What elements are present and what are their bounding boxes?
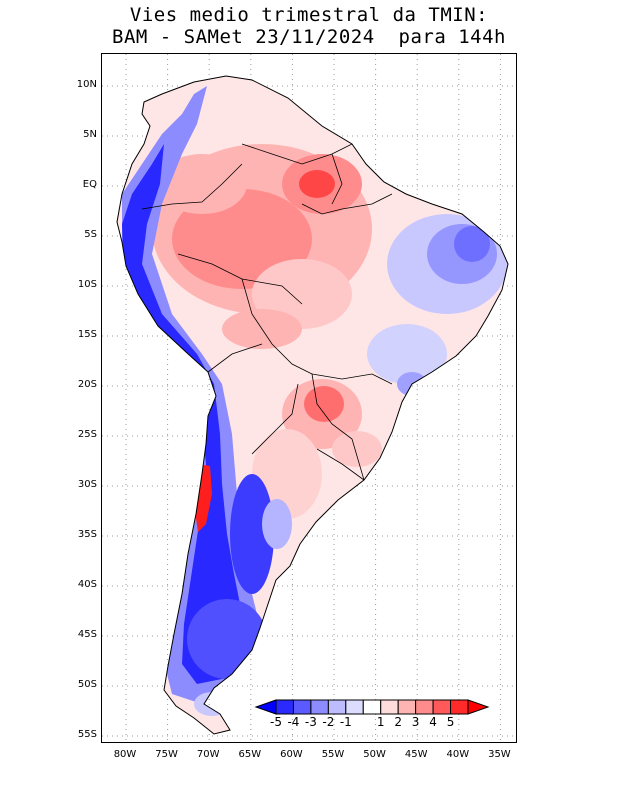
colorbar-box — [397, 699, 417, 715]
colorbar-label: -3 — [304, 715, 317, 729]
lat-label: 10S — [77, 279, 97, 290]
lat-label: EQ — [82, 179, 97, 190]
colorbar-box — [310, 699, 329, 715]
title-line-2: BAM - SAMet 23/11/2024 para 144h — [112, 26, 506, 48]
lat-label: 40S — [77, 579, 97, 590]
coastline — [116, 75, 509, 735]
colorbar-box — [292, 699, 312, 715]
colorbar-label: -4 — [287, 715, 300, 729]
lon-label: 80W — [113, 749, 137, 760]
lon-label: 35W — [488, 749, 511, 760]
lon-label: 50W — [363, 749, 386, 760]
colorbar-label: -2 — [322, 715, 335, 729]
country-borders — [141, 143, 393, 481]
colorbar-arrow-low — [254, 699, 277, 715]
colorbar-box — [432, 699, 452, 715]
lon-label: 55W — [321, 749, 345, 760]
colorbar-box — [345, 699, 364, 715]
colorbar-arrow-high — [467, 699, 490, 715]
lat-label: 30S — [77, 479, 97, 490]
colorbar-box — [275, 699, 294, 715]
colorbar-box — [450, 699, 469, 715]
lat-label: 5S — [84, 229, 97, 240]
colorbar-label: 5 — [446, 715, 455, 729]
colorbar-label: 2 — [394, 715, 402, 729]
map-frame — [101, 53, 517, 743]
lat-label: 50S — [77, 679, 97, 690]
lat-label: 45S — [77, 629, 97, 640]
lat-label: 55S — [77, 729, 97, 740]
lat-label: 5N — [83, 129, 97, 140]
lon-label: 40W — [446, 749, 470, 760]
lon-label: 65W — [238, 749, 262, 760]
lon-label: 70W — [196, 749, 220, 760]
colorbar-label: -5 — [270, 715, 282, 729]
colorbar-box — [327, 699, 347, 715]
colorbar-label: 1 — [376, 715, 385, 729]
lat-label: 25S — [77, 429, 97, 440]
lat-label: 10N — [76, 79, 97, 90]
colorbar-label: -1 — [339, 715, 352, 729]
bias-map — [102, 54, 516, 742]
lon-label: 60W — [280, 749, 303, 760]
colorbar-box — [362, 699, 382, 715]
lat-label: 15S — [77, 329, 97, 340]
colorbar-box — [415, 699, 434, 715]
title-line-1: Vies medio trimestral da TMIN: — [129, 4, 489, 26]
colorbar-label: 4 — [429, 715, 437, 729]
colorbar-label: 3 — [411, 715, 420, 729]
colorbar-box — [380, 699, 399, 715]
lat-label: 20S — [77, 379, 97, 390]
lon-label: 75W — [155, 749, 178, 760]
lon-label: 45W — [404, 749, 428, 760]
lat-label: 35S — [77, 529, 97, 540]
map-title: Vies medio trimestral da TMIN: BAM - SAM… — [0, 4, 618, 48]
